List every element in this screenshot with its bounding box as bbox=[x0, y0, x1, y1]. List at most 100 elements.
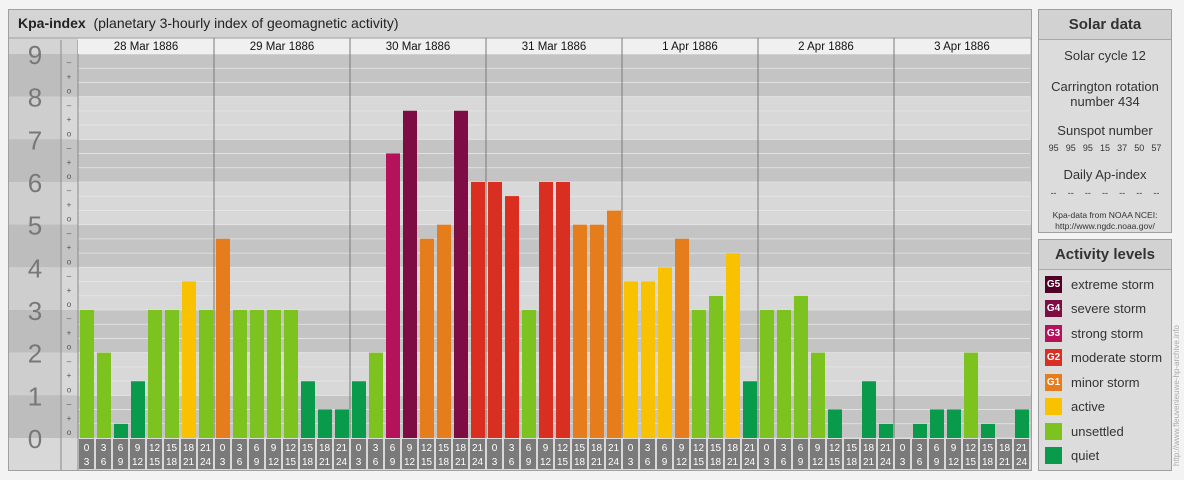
interval-end-label: 18 bbox=[166, 457, 178, 468]
y-tick-label: 2 bbox=[28, 339, 42, 369]
interval-end-label: 21 bbox=[727, 457, 739, 468]
interval-end-label: 21 bbox=[591, 457, 603, 468]
y-fraction-mark: o bbox=[67, 172, 72, 181]
kp-bar bbox=[267, 310, 281, 438]
sunspot-values: 95 95 95 15 37 50 57 bbox=[1039, 143, 1171, 153]
axis-band bbox=[9, 54, 60, 97]
interval-start-label: 3 bbox=[781, 443, 787, 454]
interval-cell bbox=[147, 439, 162, 469]
interval-end-label: 21 bbox=[319, 457, 331, 468]
kp-bar bbox=[828, 409, 842, 438]
ap-value: -- bbox=[1136, 188, 1143, 198]
day-label: 30 Mar 1886 bbox=[386, 41, 451, 53]
interval-cell bbox=[504, 439, 519, 469]
y-fraction-mark: + bbox=[67, 286, 72, 295]
interval-start-label: 9 bbox=[135, 443, 141, 454]
interval-start-label: 12 bbox=[557, 443, 569, 454]
kp-bar bbox=[794, 295, 808, 438]
interval-cell bbox=[759, 439, 774, 469]
interval-cell bbox=[266, 439, 281, 469]
interval-end-label: 24 bbox=[336, 457, 348, 468]
interval-cell bbox=[725, 439, 740, 469]
interval-start-label: 21 bbox=[608, 443, 620, 454]
interval-end-label: 24 bbox=[472, 457, 484, 468]
kp-bar bbox=[607, 210, 621, 438]
kp-bar bbox=[879, 423, 893, 438]
kp-bar bbox=[454, 110, 468, 438]
y-fraction-mark: + bbox=[67, 243, 72, 252]
interval-start-label: 12 bbox=[829, 443, 841, 454]
kp-bar bbox=[862, 381, 876, 438]
y-fraction-mark: + bbox=[67, 371, 72, 380]
interval-start-label: 3 bbox=[373, 443, 379, 454]
legend-label: quiet bbox=[1071, 448, 1100, 464]
interval-cell bbox=[878, 439, 893, 469]
sunspot-heading: Sunspot number bbox=[1057, 123, 1153, 138]
kp-bar bbox=[981, 423, 995, 438]
source-link[interactable]: http://www.ngdc.noaa.gov/ bbox=[1055, 221, 1155, 231]
interval-cell bbox=[368, 439, 383, 469]
interval-cell bbox=[402, 439, 417, 469]
interval-end-label: 9 bbox=[118, 457, 124, 468]
interval-cell bbox=[844, 439, 859, 469]
interval-end-label: 18 bbox=[574, 457, 586, 468]
band-stripe bbox=[9, 395, 1031, 438]
interval-cell bbox=[181, 439, 196, 469]
y-fraction-mark: + bbox=[67, 328, 72, 337]
kp-bar bbox=[80, 310, 94, 438]
g1-swatch-icon: G1 bbox=[1045, 373, 1062, 391]
kp-bar bbox=[488, 182, 502, 438]
y-fraction-mark: o bbox=[67, 428, 72, 437]
quiet-swatch-icon bbox=[1045, 447, 1062, 465]
interval-end-label: 24 bbox=[744, 457, 756, 468]
y-fraction-mark: o bbox=[67, 300, 72, 309]
interval-cell bbox=[487, 439, 502, 469]
kp-bar bbox=[658, 267, 672, 438]
interval-cell bbox=[657, 439, 672, 469]
interval-end-label: 9 bbox=[798, 457, 804, 468]
kp-bar bbox=[318, 409, 332, 438]
kp-bar bbox=[250, 310, 264, 438]
legend-item-unsettled: unsettled bbox=[1039, 419, 1171, 444]
interval-cell bbox=[589, 439, 604, 469]
y-fraction-mark: – bbox=[67, 58, 72, 67]
kp-bar bbox=[743, 381, 757, 438]
sunspot-value: 57 bbox=[1151, 143, 1162, 153]
interval-end-label: 12 bbox=[268, 457, 280, 468]
interval-end-label: 15 bbox=[829, 457, 841, 468]
interval-cell bbox=[113, 439, 128, 469]
interval-start-label: 6 bbox=[934, 443, 940, 454]
interval-end-label: 3 bbox=[492, 457, 498, 468]
ap-value: -- bbox=[1101, 188, 1108, 198]
kp-bar bbox=[964, 352, 978, 438]
kp-bar bbox=[624, 281, 638, 438]
kp-bar bbox=[301, 381, 315, 438]
carrington-line2: number 434 bbox=[1070, 94, 1140, 109]
interval-start-label: 15 bbox=[438, 443, 450, 454]
interval-end-label: 12 bbox=[404, 457, 416, 468]
interval-start-label: 18 bbox=[727, 443, 739, 454]
interval-cell bbox=[997, 439, 1012, 469]
kp-bar bbox=[641, 281, 655, 438]
interval-cell bbox=[334, 439, 349, 469]
axis-band bbox=[9, 139, 60, 182]
interval-end-label: 24 bbox=[200, 457, 212, 468]
kp-bar bbox=[505, 196, 519, 438]
interval-end-label: 21 bbox=[183, 457, 195, 468]
interval-start-label: 0 bbox=[764, 443, 770, 454]
interval-cell bbox=[300, 439, 315, 469]
ap-heading: Daily Ap-index bbox=[1063, 167, 1147, 182]
sunspot-value: 95 bbox=[1082, 143, 1093, 153]
interval-end-label: 9 bbox=[662, 457, 668, 468]
interval-end-label: 3 bbox=[764, 457, 770, 468]
interval-start-label: 12 bbox=[421, 443, 433, 454]
y-fraction-mark: o bbox=[67, 87, 72, 96]
interval-start-label: 18 bbox=[591, 443, 603, 454]
interval-start-label: 15 bbox=[302, 443, 314, 454]
interval-start-label: 3 bbox=[917, 443, 923, 454]
interval-cell bbox=[946, 439, 961, 469]
interval-end-label: 12 bbox=[676, 457, 688, 468]
interval-start-label: 6 bbox=[118, 443, 124, 454]
day-label: 3 Apr 1886 bbox=[934, 41, 990, 53]
interval-start-label: 9 bbox=[543, 443, 549, 454]
